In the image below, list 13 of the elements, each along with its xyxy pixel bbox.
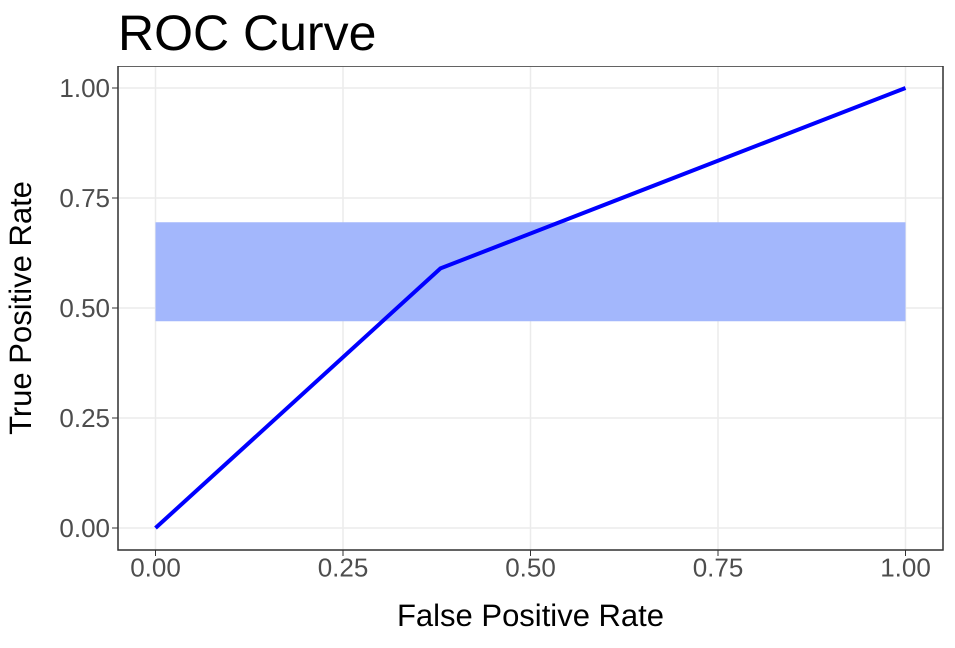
- chart-title: ROC Curve: [118, 5, 378, 63]
- x-axis-title: False Positive Rate: [396, 598, 664, 633]
- x-tick-label: 0.50: [505, 552, 556, 582]
- y-axis-title: True Positive Rate: [3, 181, 38, 435]
- x-tick-label: 0.75: [692, 552, 744, 582]
- y-tick-label: 0.75: [59, 183, 110, 214]
- y-tick-label: 0.50: [59, 293, 110, 324]
- y-tick-label: 1.00: [59, 73, 110, 104]
- y-tick-label: 0.25: [59, 403, 110, 434]
- y-tick-label: 0.00: [59, 513, 110, 544]
- x-tick-label: 1.00: [880, 552, 931, 582]
- x-tick-label: 0.25: [318, 552, 368, 582]
- x-tick-label: 0.00: [130, 552, 181, 582]
